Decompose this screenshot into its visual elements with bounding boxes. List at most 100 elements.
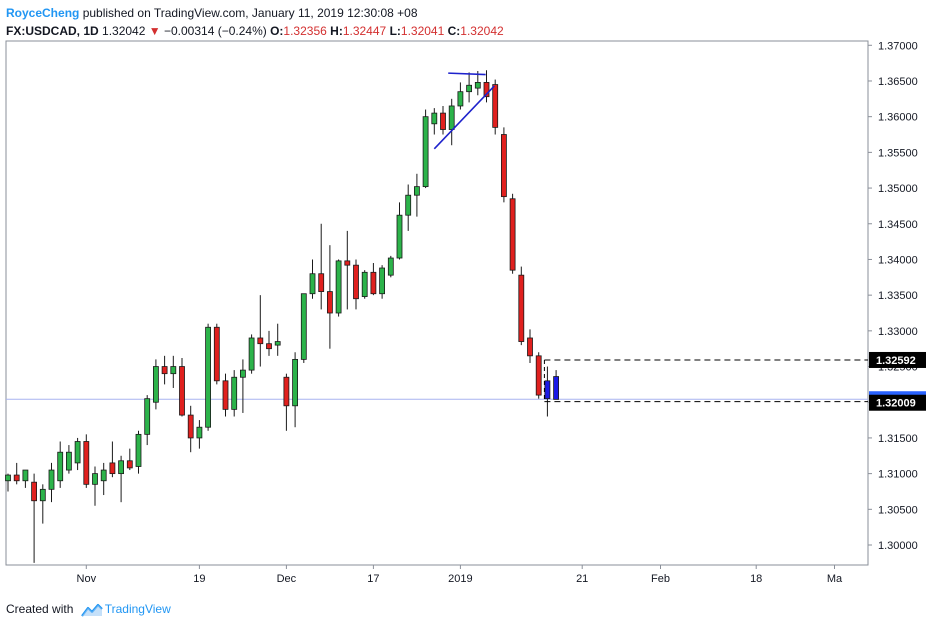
close-label: C: — [447, 24, 461, 38]
candle-body — [509, 198, 516, 271]
candle-body — [248, 337, 255, 371]
level-price-label: 1.32009 — [876, 398, 916, 410]
candle-body — [22, 469, 29, 482]
candle-body — [353, 264, 359, 300]
candle-body — [118, 460, 124, 475]
candle-body — [474, 82, 481, 89]
candle-body — [222, 380, 229, 410]
footer: Created with TradingView — [6, 600, 171, 618]
candle-body — [396, 214, 403, 259]
author-name[interactable]: RoyceCheng — [6, 6, 80, 20]
down-arrow-icon: ▼ — [148, 24, 161, 38]
x-axis-tick-label: 18 — [750, 573, 762, 585]
x-axis-tick-label: Nov — [77, 573, 97, 585]
price-change: −0.00314 (−0.24%) — [163, 24, 267, 38]
candle-body — [257, 337, 264, 345]
candle-body — [422, 116, 429, 188]
candle-body — [126, 460, 133, 469]
candle-body — [274, 341, 281, 346]
candle-body — [48, 469, 55, 490]
created-with-text: Created with — [6, 602, 74, 616]
x-axis-tick-label: 19 — [193, 573, 205, 585]
y-axis-tick-label: 1.31500 — [878, 433, 918, 445]
y-axis-tick-label: 1.33500 — [878, 290, 918, 302]
candle-body — [431, 112, 438, 125]
candle-body — [387, 257, 394, 276]
y-axis-tick-label: 1.31000 — [878, 469, 918, 481]
x-axis-tick-label: 17 — [367, 573, 379, 585]
candle-body — [266, 343, 272, 350]
candle-body — [161, 366, 168, 375]
candle-body — [483, 82, 490, 98]
close-value: 1.32042 — [460, 24, 504, 38]
candle-body — [74, 441, 81, 464]
candle-body — [179, 366, 185, 416]
price-chart[interactable]: 1.37000 1.36500 1.36000 1.35500 1.35000 1.345… — [0, 0, 932, 600]
low-label: L: — [389, 24, 401, 38]
y-axis-tick-label: 1.35500 — [878, 147, 918, 159]
published-text: published on TradingView.com, January 11… — [82, 6, 418, 20]
candle-body — [92, 473, 98, 485]
candle-body — [39, 488, 46, 502]
candle-body — [457, 91, 464, 107]
high-value: 1.32447 — [342, 24, 387, 38]
y-axis-tick-label: 1.36000 — [878, 112, 918, 124]
candle-body — [309, 273, 316, 295]
candle-body — [500, 134, 507, 198]
x-axis-tick-label: 2019 — [448, 573, 472, 585]
open-value: 1.32356 — [283, 24, 327, 38]
chart-header: RoyceCheng published on TradingView.com,… — [6, 4, 504, 40]
candle-body — [135, 433, 142, 467]
high-label: H: — [330, 24, 343, 38]
x-axis-tick-label: Feb — [651, 573, 670, 585]
candle-body — [5, 474, 11, 482]
candle-body — [187, 414, 194, 439]
candle-body — [466, 84, 473, 93]
candle-body — [152, 366, 159, 403]
y-axis-tick-label: 1.37000 — [878, 40, 918, 52]
x-axis-tick-label: Dec — [277, 573, 297, 585]
y-axis-tick-label: 1.34000 — [878, 254, 918, 266]
y-axis-tick-label: 1.30500 — [878, 504, 918, 516]
candle-body — [379, 267, 386, 295]
candle-body — [213, 326, 220, 382]
candle-body — [361, 271, 368, 297]
y-axis-tick-label: 1.35000 — [878, 183, 918, 195]
candle-body — [205, 326, 212, 428]
open-label: O: — [270, 24, 284, 38]
plot-frame — [5, 40, 869, 566]
candle-body — [144, 398, 151, 435]
candle-body — [283, 376, 290, 407]
candle-body — [335, 260, 342, 314]
y-axis-tick-label: 1.36500 — [878, 76, 918, 88]
candle-body — [440, 112, 446, 130]
candle-body — [196, 426, 203, 439]
candle-body — [31, 481, 38, 502]
candle-body — [448, 105, 455, 130]
candle-body — [553, 376, 559, 400]
candle-body — [326, 291, 333, 314]
candle-body — [518, 274, 525, 342]
candle-body — [100, 469, 107, 482]
candle-body — [344, 260, 351, 266]
level-price-label: 1.32592 — [876, 355, 916, 367]
candle-body — [66, 451, 72, 471]
candle-body — [109, 462, 116, 475]
y-axis-tick-label: 1.30000 — [878, 540, 918, 552]
candle-body — [535, 355, 542, 396]
candle-body — [544, 380, 551, 400]
candle-body — [370, 271, 377, 295]
candle-body — [231, 376, 238, 410]
symbol-label: FX:USDCAD, 1D — [6, 24, 99, 38]
candle-body — [292, 358, 299, 407]
x-axis-tick-label: Ma — [827, 573, 843, 585]
candle-body — [239, 369, 246, 378]
candle-body — [413, 186, 420, 196]
candle-body — [57, 451, 64, 482]
candle-body — [405, 194, 412, 216]
level-price-label-bg — [869, 394, 926, 411]
candle-body — [492, 84, 499, 128]
y-axis-tick-label: 1.34500 — [878, 219, 918, 231]
tradingview-brand[interactable]: TradingView — [104, 602, 171, 616]
candle-body — [83, 441, 90, 485]
